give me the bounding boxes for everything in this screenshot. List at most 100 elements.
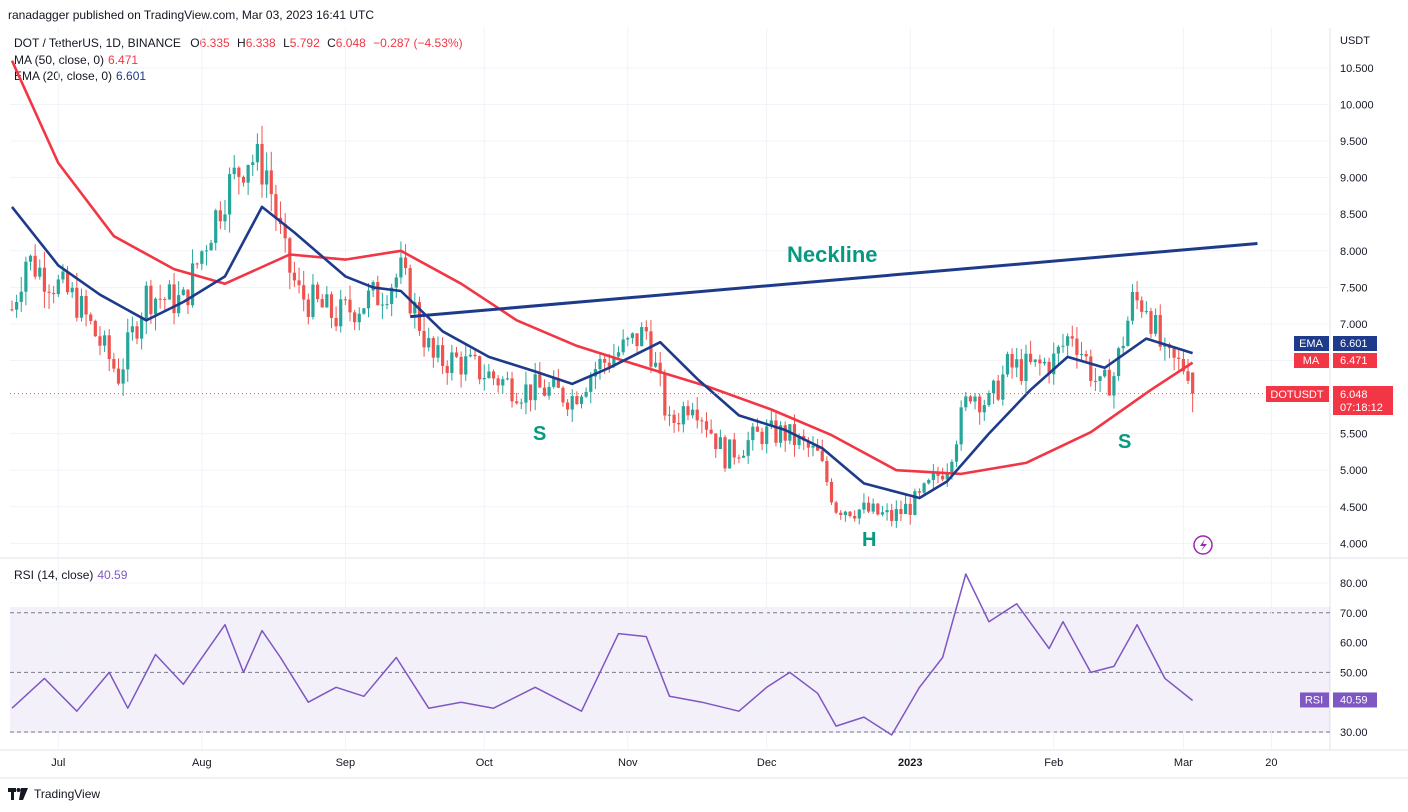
candle-body[interactable] [440, 345, 445, 366]
candle-body[interactable] [334, 317, 338, 327]
candle-body[interactable] [126, 332, 130, 370]
candle-body[interactable] [714, 433, 718, 450]
candle-body[interactable] [1075, 338, 1079, 355]
candle-body[interactable] [315, 284, 320, 300]
candle-body[interactable] [121, 369, 125, 384]
candle-body[interactable] [450, 352, 454, 374]
candle-body[interactable] [15, 301, 19, 310]
candle-body[interactable] [459, 356, 463, 375]
candle-body[interactable] [130, 326, 134, 333]
candle-body[interactable] [945, 472, 949, 480]
candle-body[interactable] [190, 263, 195, 306]
candle-body[interactable] [413, 302, 417, 314]
candle-body[interactable] [422, 330, 426, 348]
candle-body[interactable] [42, 267, 47, 292]
tradingview-footer[interactable]: TradingView [8, 787, 100, 801]
candle-body[interactable] [653, 362, 658, 367]
candle-body[interactable] [927, 479, 931, 484]
candle-body[interactable] [61, 271, 65, 280]
candle-body[interactable] [158, 298, 162, 300]
candle-body[interactable] [978, 396, 982, 413]
candle-body[interactable] [695, 409, 699, 421]
candle-body[interactable] [862, 502, 866, 510]
candle-body[interactable] [1098, 376, 1102, 381]
candle-body[interactable] [232, 167, 236, 175]
candle-body[interactable] [621, 339, 625, 353]
candle-body[interactable] [251, 162, 255, 166]
candle-body[interactable] [552, 378, 556, 387]
candle-body[interactable] [1093, 380, 1098, 382]
candle-body[interactable] [311, 284, 315, 317]
candle-body[interactable] [616, 352, 621, 357]
candle-body[interactable] [704, 421, 709, 430]
candle-body[interactable] [1191, 372, 1195, 394]
candle-body[interactable] [579, 396, 584, 405]
candle-body[interactable] [941, 475, 945, 480]
candle-body[interactable] [950, 461, 954, 473]
candle-body[interactable] [936, 472, 940, 476]
candle-body[interactable] [478, 356, 482, 380]
candle-body[interactable] [1005, 354, 1010, 375]
candle-body[interactable] [28, 255, 33, 262]
candle-body[interactable] [186, 289, 190, 306]
candle-body[interactable] [718, 437, 722, 450]
candle-body[interactable] [107, 335, 111, 360]
head-label[interactable]: H [862, 529, 876, 551]
candle-body[interactable] [769, 420, 773, 427]
candle-body[interactable] [65, 271, 70, 293]
candle-body[interactable] [783, 425, 787, 441]
ma-legend[interactable]: MA (50, close, 0) 6.471 [14, 53, 138, 67]
candle-body[interactable] [848, 511, 852, 517]
candle-body[interactable] [283, 224, 287, 239]
candle-body[interactable] [468, 354, 472, 357]
candle-body[interactable] [1116, 348, 1121, 377]
candle-body[interactable] [325, 294, 329, 308]
candle-body[interactable] [829, 481, 834, 503]
candle-body[interactable] [931, 472, 935, 480]
candle-body[interactable] [959, 407, 963, 445]
candle-body[interactable] [353, 312, 357, 323]
candle-body[interactable] [908, 503, 912, 515]
candle-body[interactable] [964, 396, 968, 408]
candle-body[interactable] [181, 289, 185, 296]
candle-body[interactable] [686, 406, 690, 416]
candle-body[interactable] [876, 503, 880, 515]
candle-body[interactable] [899, 509, 903, 514]
candle-body[interactable] [806, 440, 810, 448]
candle-body[interactable] [209, 242, 213, 251]
candle-body[interactable] [255, 143, 259, 163]
candle-body[interactable] [667, 414, 672, 416]
candle-body[interactable] [871, 503, 875, 512]
candle-body[interactable] [973, 396, 977, 402]
candle-body[interactable] [1052, 353, 1056, 375]
candle-body[interactable] [218, 210, 222, 222]
candle-body[interactable] [584, 391, 588, 397]
candle-body[interactable] [320, 299, 324, 308]
candle-body[interactable] [681, 406, 685, 425]
candle-body[interactable] [982, 405, 986, 413]
candle-body[interactable] [343, 299, 347, 301]
candle-body[interactable] [866, 502, 871, 512]
candle-body[interactable] [561, 387, 565, 403]
candle-body[interactable] [890, 510, 894, 521]
candle-body[interactable] [880, 512, 885, 515]
candle-body[interactable] [149, 285, 153, 315]
candle-body[interactable] [1029, 353, 1033, 363]
candle-body[interactable] [991, 380, 996, 394]
candle-body[interactable] [385, 304, 389, 306]
candle-body[interactable] [1047, 361, 1051, 375]
candle-body[interactable] [10, 309, 14, 311]
candle-body[interactable] [357, 313, 361, 323]
candle-body[interactable] [454, 352, 459, 357]
candle-body[interactable] [237, 167, 241, 177]
candle-body[interactable] [427, 338, 431, 348]
candle-body[interactable] [445, 365, 449, 374]
candle-body[interactable] [1042, 361, 1047, 364]
candle-body[interactable] [390, 287, 394, 305]
candle-body[interactable] [765, 426, 769, 445]
candle-body[interactable] [515, 401, 519, 404]
candle-body[interactable] [820, 450, 824, 461]
candle-body[interactable] [760, 431, 764, 445]
candle-body[interactable] [399, 257, 403, 278]
candle-body[interactable] [339, 299, 343, 327]
